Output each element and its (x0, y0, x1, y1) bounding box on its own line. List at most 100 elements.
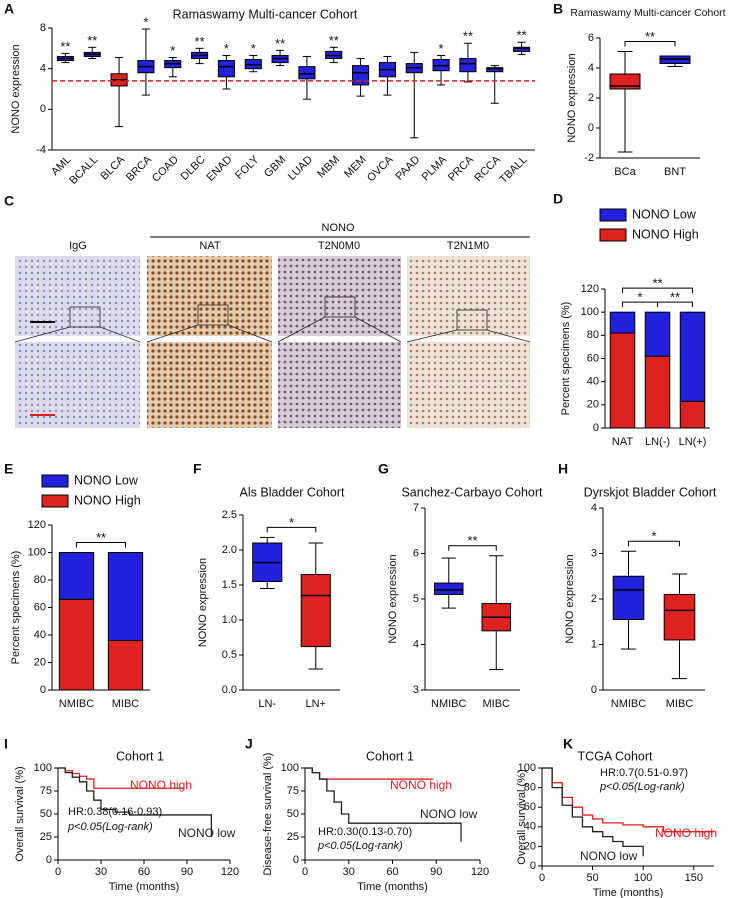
x-tick-label: PAAD (393, 154, 422, 183)
x-tick-label: 0 (302, 866, 308, 878)
y-axis-label: NONO expression (387, 554, 399, 643)
y-tick-label: 1.0 (222, 614, 237, 626)
chart-title: Sanchez-Carbayo Cohort (401, 485, 543, 499)
x-tick-label: MIBC (666, 698, 694, 710)
y-tick-label: 4 (588, 62, 594, 74)
x-tick-label: 100 (634, 872, 652, 884)
panel-letter: D (553, 191, 563, 207)
y-axis-label: NONO expression (197, 558, 209, 647)
micrograph-zoom (278, 342, 401, 428)
micrograph (147, 256, 272, 336)
x-tick-label: 30 (95, 866, 107, 878)
chart-title: Ramaswamy Multi-cancer Cohort (570, 7, 725, 19)
image-label: T2N1M0 (447, 240, 489, 252)
y-tick-label: 2 (591, 593, 597, 605)
bar-segment (58, 598, 95, 691)
y-tick-label: 50 (287, 808, 299, 820)
series-label: NONO low (178, 826, 236, 840)
y-tick-label: 75 (40, 785, 52, 797)
legend-label: NONO High (74, 493, 141, 507)
significance-label: ** (517, 28, 527, 43)
y-tick-label: 100 (281, 762, 299, 774)
y-tick-label: 20 (524, 840, 536, 852)
y-tick-label: 80 (587, 329, 599, 341)
x-tick-label: PRCA (446, 153, 477, 184)
legend-label: NONO Low (632, 207, 697, 221)
annotation: p<0.05(Log-rank) (67, 821, 153, 833)
chart-title: Dyrskjot Bladder Cohort (584, 485, 717, 499)
y-tick-label: 0 (293, 854, 299, 866)
x-tick-label: 30 (343, 866, 355, 878)
micrograph-zoom (15, 342, 140, 428)
x-tick-label: 90 (430, 866, 442, 878)
bar-segment (644, 355, 671, 429)
significance-label: * (224, 41, 229, 56)
image-label: T2N0M0 (318, 240, 360, 252)
x-tick-label: LN- (258, 698, 276, 710)
series-label: NONO high (130, 778, 192, 792)
chart-title: Cohort 1 (366, 749, 414, 763)
x-tick-label: FOLY (233, 153, 262, 182)
legend-swatch (599, 228, 627, 242)
significance-label: ** (463, 29, 473, 44)
y-tick-label: 60 (524, 801, 536, 813)
box (513, 46, 531, 52)
significance-label: * (651, 529, 656, 544)
chart-title: Ramaswamy Multi-cancer Cohort (173, 7, 358, 21)
bar-segment (609, 311, 636, 334)
legend-swatch (41, 494, 69, 508)
y-axis-label: Percent specimens (%) (560, 302, 572, 416)
y-tick-label: 100 (518, 762, 536, 774)
significance-label: ** (60, 39, 70, 54)
significance-label: * (289, 515, 294, 530)
y-tick-label: 0.0 (222, 684, 237, 696)
y-tick-label: -2 (584, 152, 594, 164)
zoom-guides (14, 296, 531, 343)
x-tick-label: 120 (471, 866, 489, 878)
x-tick-label: OVCA (365, 153, 396, 184)
micrograph-zoom (147, 342, 272, 428)
x-tick-label: DLBC (179, 154, 208, 183)
y-tick-label: 50 (40, 808, 52, 820)
y-tick-label: 1 (591, 638, 597, 650)
x-tick-label: MBM (315, 154, 342, 181)
x-tick-label: LN(+) (679, 436, 707, 448)
annotation: HR:0.38(0.16-0.93) (68, 806, 162, 818)
panel-letter: B (553, 1, 563, 17)
chart-title: Cohort 1 (116, 749, 164, 763)
x-tick-label: BRCA (124, 153, 155, 184)
x-axis-label: Time (months) (593, 887, 664, 898)
y-tick-label: 0 (40, 684, 46, 696)
panel-letter: E (4, 461, 13, 477)
x-tick-label: BNT (664, 166, 686, 178)
survival-curve (58, 767, 213, 837)
y-tick-label: 40 (587, 376, 599, 388)
panel-letter: J (245, 736, 253, 752)
x-axis-label: Time (months) (357, 881, 428, 893)
significance-label: ** (652, 276, 662, 291)
y-axis-label: NONO expression (566, 53, 578, 142)
y-tick-label: 1.5 (222, 579, 237, 591)
annotation: p<0.05(Log-rank) (317, 840, 403, 852)
bar-segment (58, 552, 95, 600)
significance-label: ** (275, 36, 285, 51)
significance-bracket (266, 526, 317, 533)
legend-label: NONO High (632, 227, 699, 241)
y-tick-label: 0 (530, 860, 536, 872)
y-tick-label: 80 (34, 574, 46, 586)
y-tick-label: 2.0 (222, 544, 237, 556)
micrograph (278, 256, 401, 336)
box (663, 593, 696, 641)
box (352, 65, 370, 86)
y-tick-label: 40 (34, 629, 46, 641)
y-tick-label: -4 (36, 144, 46, 156)
significance-bracket (624, 41, 676, 47)
y-axis-label: Percent specimens (%) (10, 551, 22, 665)
bar-segment (609, 332, 636, 429)
y-axis-label: Overall survival (%) (14, 766, 26, 861)
chart-title: Als Bladder Cohort (240, 485, 345, 499)
y-tick-label: 5 (413, 593, 419, 605)
y-axis-label: NONO expression (10, 44, 22, 133)
panel-letter: F (193, 461, 202, 477)
bar-segment (107, 640, 144, 691)
